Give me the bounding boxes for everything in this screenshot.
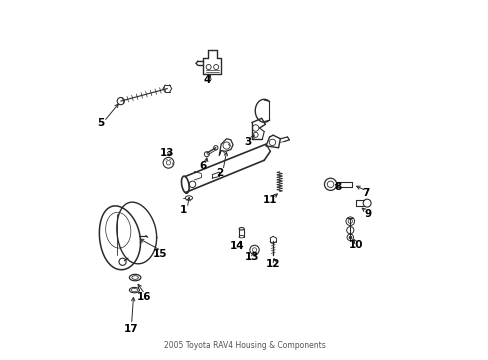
Text: 8: 8: [333, 182, 341, 192]
Text: 15: 15: [153, 248, 167, 258]
Text: 14: 14: [229, 241, 244, 251]
Text: 5: 5: [97, 118, 104, 128]
Text: 17: 17: [123, 324, 138, 334]
Text: 2: 2: [215, 168, 223, 178]
Ellipse shape: [129, 287, 139, 293]
Text: 3: 3: [244, 138, 251, 147]
Text: 2005 Toyota RAV4 Housing & Components: 2005 Toyota RAV4 Housing & Components: [163, 341, 325, 350]
Text: 9: 9: [364, 209, 371, 219]
Text: 12: 12: [265, 259, 280, 269]
Ellipse shape: [131, 288, 137, 292]
Text: 11: 11: [262, 195, 276, 205]
Text: 13: 13: [244, 252, 258, 262]
Text: 7: 7: [362, 188, 369, 198]
Text: 6: 6: [199, 161, 206, 171]
Text: 13: 13: [160, 148, 174, 158]
Text: 1: 1: [180, 206, 187, 216]
Text: 16: 16: [137, 292, 151, 302]
Text: 10: 10: [348, 239, 362, 249]
Text: 4: 4: [203, 75, 210, 85]
